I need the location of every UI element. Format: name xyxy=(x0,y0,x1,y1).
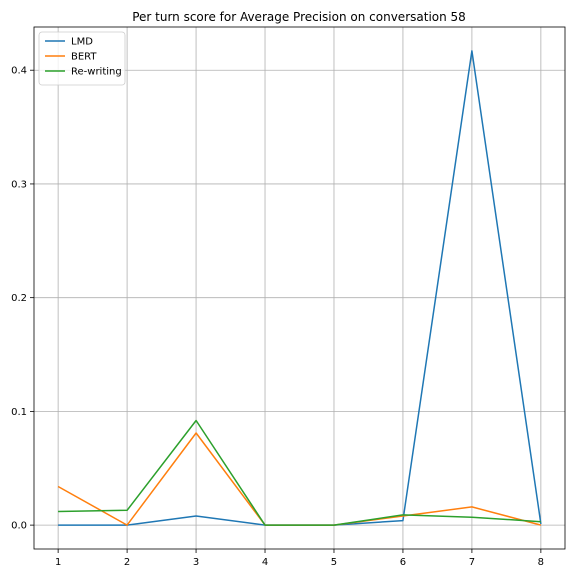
series-line-re-writing xyxy=(58,419,541,526)
x-tick-label: 1 xyxy=(55,557,61,568)
y-tick-label: 0.1 xyxy=(11,407,27,418)
grid xyxy=(34,27,565,549)
y-axis: 0.0 0.1 0.2 0.3 0.4 xyxy=(11,66,34,532)
y-tick-label: 0.2 xyxy=(11,293,27,304)
x-tick-label: 3 xyxy=(193,557,199,568)
x-tick-label: 7 xyxy=(469,557,475,568)
legend-label: BERT xyxy=(71,52,97,63)
x-axis: 1 2 3 4 5 6 7 8 xyxy=(55,549,544,568)
legend-label: Re-writing xyxy=(71,67,122,78)
chart-title: Per turn score for Average Precision on … xyxy=(132,10,466,24)
x-tick-label: 6 xyxy=(400,557,406,568)
y-tick-label: 0.0 xyxy=(11,521,27,532)
series-lines xyxy=(57,50,542,526)
legend-label: LMD xyxy=(71,37,93,48)
x-tick-label: 5 xyxy=(331,557,337,568)
y-tick-label: 0.3 xyxy=(11,179,27,190)
y-tick-label: 0.4 xyxy=(11,66,27,77)
x-tick-label: 8 xyxy=(538,557,544,568)
axes-frame xyxy=(33,26,566,550)
x-tick-label: 2 xyxy=(124,557,130,568)
x-tick-label: 4 xyxy=(262,557,268,568)
legend: LMD BERT Re-writing xyxy=(38,31,126,86)
